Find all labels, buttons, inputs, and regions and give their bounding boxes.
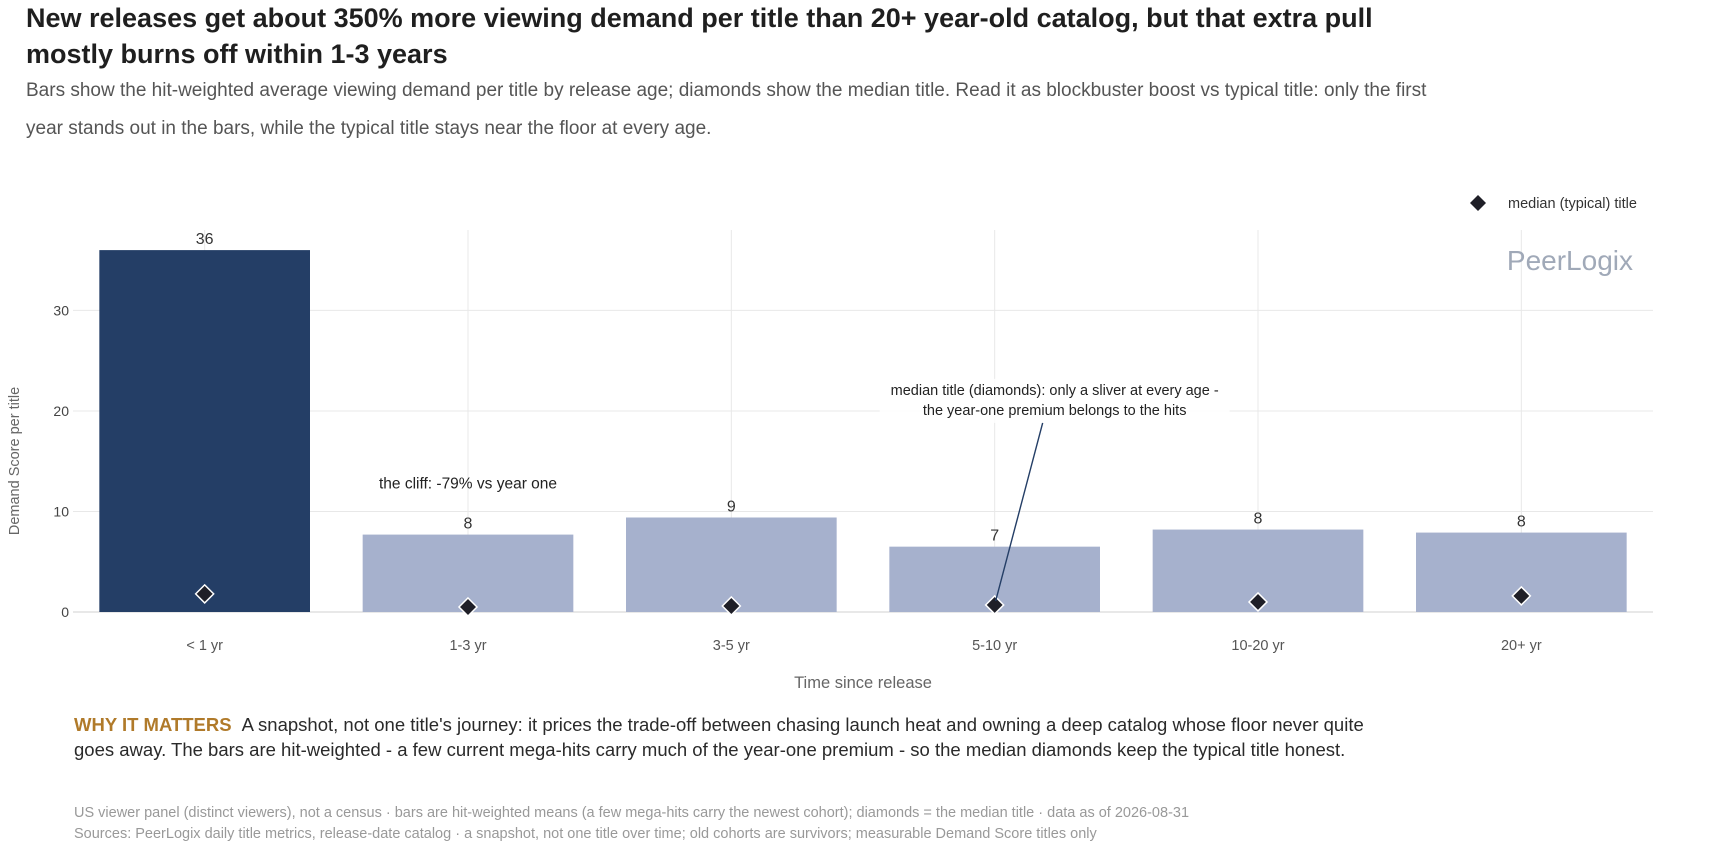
why-it-matters-text: A snapshot, not one title's journey: it … <box>74 714 1364 760</box>
bar-value-label: 9 <box>727 499 736 516</box>
x-tick-label: 1-3 yr <box>449 638 486 654</box>
median-diamond <box>1247 591 1269 613</box>
x-tick-label: 10-20 yr <box>1231 638 1284 654</box>
chart-title: New releases get about 350% more viewing… <box>26 3 1373 69</box>
x-tick-label: < 1 yr <box>186 638 223 654</box>
y-tick-label: 10 <box>53 503 69 519</box>
legend: median (typical) title <box>1470 195 1637 212</box>
y-tick-label: 20 <box>53 403 69 419</box>
median-diamond <box>721 595 742 617</box>
legend-label: median (typical) title <box>1508 196 1637 212</box>
median-diamond <box>457 596 479 618</box>
x-axis-title: Time since release <box>794 674 932 692</box>
watermark: PeerLogix <box>1507 245 1633 276</box>
annotation-cliff: the cliff: -79% vs year one <box>379 475 557 492</box>
bar-value-label: 8 <box>1517 514 1526 531</box>
annotations: the cliff: -79% vs year one median title … <box>379 378 1230 602</box>
why-it-matters: WHY IT MATTERS A snapshot, not one title'… <box>74 712 1374 762</box>
footnote-methodology: US viewer panel (distinct viewers), not … <box>74 805 1190 821</box>
chart-subtitle: Bars show the hit-weighted average viewi… <box>26 80 1427 139</box>
annotation-median-arrow <box>994 422 1044 602</box>
why-it-matters-label: WHY IT MATTERS <box>74 714 232 735</box>
bar-value-label: 36 <box>196 231 214 248</box>
annotation-median-line-1: median title (diamonds): only a sliver a… <box>891 383 1219 399</box>
median-diamond <box>984 594 1005 616</box>
median-markers <box>194 583 1532 618</box>
y-axis-title: Demand Score per title <box>7 387 23 535</box>
bars <box>99 250 1627 612</box>
bar-chart: 36 8 9 7 8 8 0 10 20 30 < 1 yr 1-3 yr 3-5 yr 5-10 yr… <box>7 195 1653 692</box>
x-tick-label: 5-10 yr <box>972 638 1017 654</box>
footnote-sources: Sources: PeerLogix daily title metrics, … <box>74 826 1097 842</box>
y-tick-label: 30 <box>53 302 69 318</box>
grid-lines <box>73 230 1653 613</box>
bar-value-label: 7 <box>990 528 999 545</box>
median-diamond <box>194 583 215 604</box>
x-tick-label: 20+ yr <box>1501 638 1542 654</box>
annotation-median-bg <box>879 378 1230 423</box>
data-labels: 36 8 9 7 8 8 <box>196 231 1526 545</box>
bar <box>99 250 310 612</box>
x-tick-label: 3-5 yr <box>713 638 750 654</box>
bar-value-label: 8 <box>464 516 473 533</box>
y-tick-label: 0 <box>61 604 69 620</box>
bar-value-label: 8 <box>1254 511 1263 528</box>
axes: 0 10 20 30 < 1 yr 1-3 yr 3-5 yr 5-10 yr 10-20 yr… <box>7 245 1633 692</box>
median-diamond <box>1511 585 1532 606</box>
legend-diamond-icon <box>1470 195 1486 211</box>
annotation-median-line-2: the year-one premium belongs to the hits <box>923 403 1187 419</box>
